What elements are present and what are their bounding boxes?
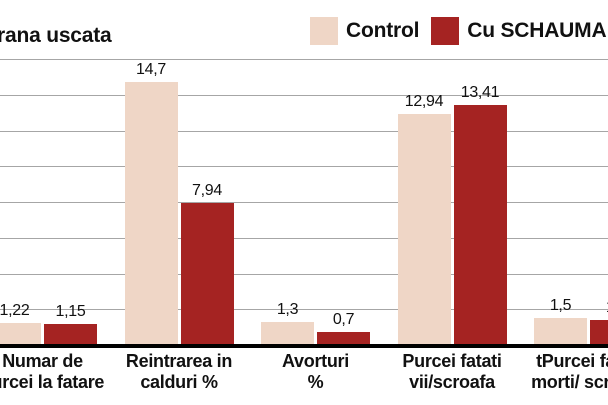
bar-schauma: [453, 105, 507, 345]
bar-value-label: 13,41: [460, 84, 500, 102]
bar-schauma: [180, 203, 234, 345]
gridline: [0, 94, 608, 96]
bar-value-label: 1,5: [549, 297, 572, 315]
bar-schauma: [317, 332, 370, 345]
control-swatch-icon: [310, 17, 338, 45]
category-label-line: vii/scroafa: [409, 372, 495, 392]
schauma-swatch-icon: [431, 17, 460, 45]
category-label: Numar depurcei la fatare: [0, 351, 138, 393]
category-label: tPurcei fatatimorti/ scroafa: [494, 351, 608, 393]
category-label-line: %: [307, 372, 324, 392]
bar-value-label: 1,15: [55, 303, 86, 321]
gridline: [0, 202, 608, 203]
bar-value-label: 14,7: [136, 61, 166, 79]
category-label-line: Numar de: [2, 351, 83, 371]
category-label-line: Reintrarea in: [125, 351, 233, 371]
legend-label-control: Control: [346, 19, 420, 42]
bar-control: [124, 82, 178, 345]
bar-value-label: 0,7: [332, 311, 355, 329]
gridline: [0, 130, 608, 132]
bar-schauma: [590, 319, 608, 345]
x-axis-line: [0, 344, 608, 348]
gridline: [0, 166, 608, 168]
legend-item-control: Control: [310, 17, 419, 45]
category-label-line: purcei la fatare: [0, 372, 105, 392]
gridline: [0, 237, 608, 239]
bar-control: [397, 113, 451, 345]
category-label-line: tPurcei fatati: [536, 351, 608, 371]
category-label-line: Purcei fatati: [402, 351, 502, 371]
gridline: [0, 273, 608, 275]
legend-label-schauma: Cu SCHAUMA OMNI: [467, 19, 608, 42]
bar-value-label: 1,3: [276, 300, 299, 318]
category-label-line: morti/ scroafa: [531, 372, 608, 392]
legend: Control Cu SCHAUMA OMNI: [310, 17, 608, 45]
bar-control: [534, 318, 587, 345]
bar-value-label: 12,94: [404, 92, 444, 110]
bar-control: [261, 321, 314, 345]
legend-item-schauma: Cu SCHAUMA OMNI: [431, 17, 608, 45]
bar-control: [0, 323, 41, 345]
chart-title: rana uscata: [0, 24, 112, 47]
category-label-line: calduri %: [140, 372, 218, 392]
gridline: [0, 309, 608, 311]
category-label: Avorturi%: [221, 351, 411, 393]
bar-schauma: [44, 324, 97, 345]
bar-value-label: 1,4: [575, 299, 608, 317]
category-label: Purcei fatati vii/scroafa: [357, 351, 547, 393]
bar-value-label: 1,22: [0, 302, 30, 320]
category-label-line: Avorturi: [282, 351, 349, 371]
bar-value-label: 7,94: [192, 182, 222, 200]
category-label: Reintrarea in calduri %: [84, 351, 274, 393]
gridline: [0, 59, 608, 60]
